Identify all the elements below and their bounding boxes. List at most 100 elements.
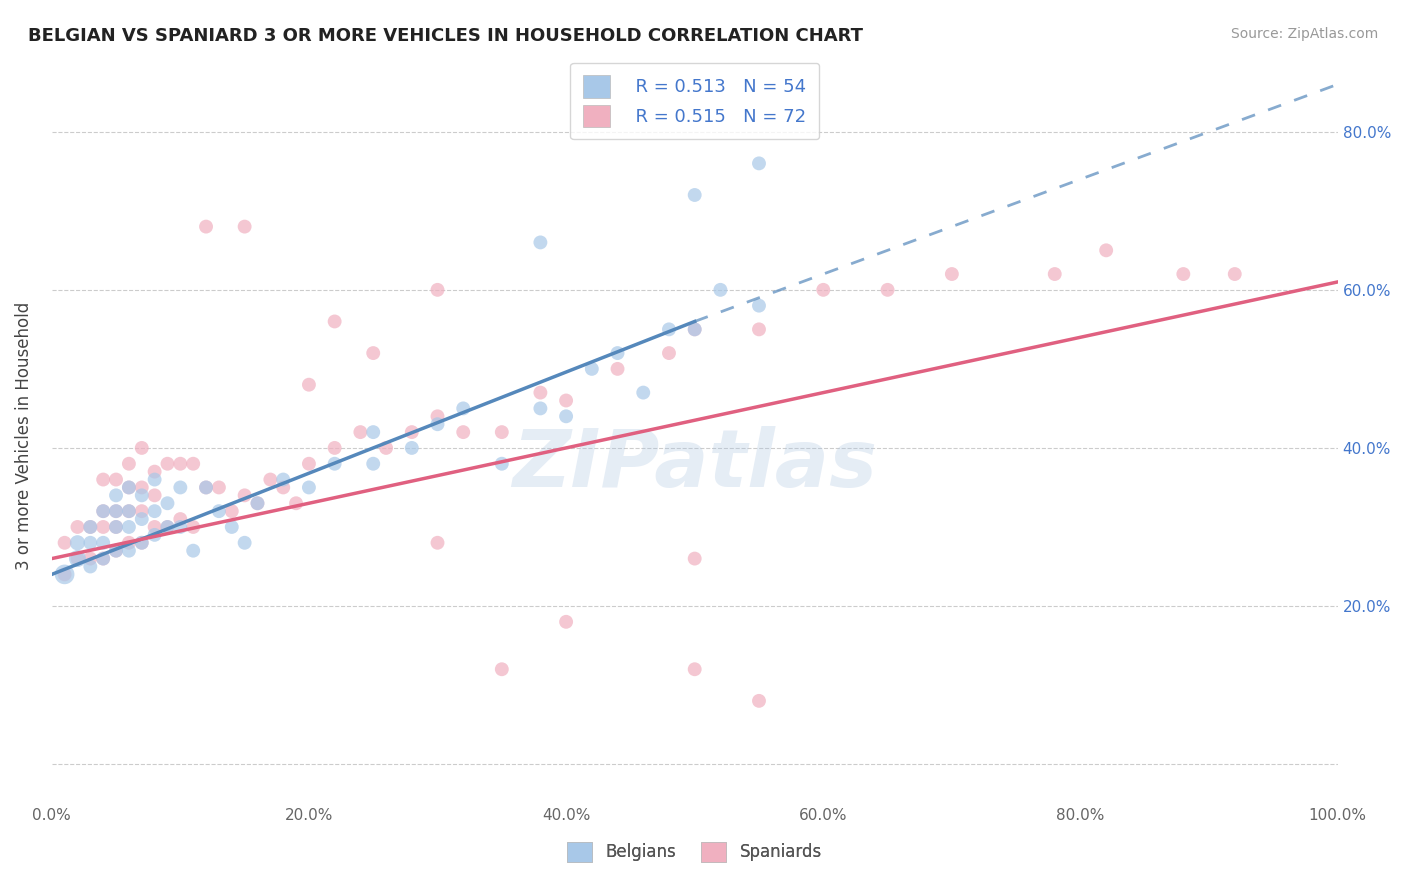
Point xyxy=(683,322,706,336)
Point xyxy=(169,520,191,534)
Point xyxy=(748,299,770,313)
Point xyxy=(181,457,204,471)
Point xyxy=(748,322,770,336)
Point xyxy=(156,496,179,510)
Point xyxy=(156,520,179,534)
Point xyxy=(105,520,128,534)
Point xyxy=(118,535,141,549)
Point xyxy=(105,543,128,558)
Point xyxy=(298,377,321,392)
Point xyxy=(79,520,101,534)
Point xyxy=(233,219,256,234)
Point xyxy=(426,283,449,297)
Point xyxy=(361,457,384,471)
Point xyxy=(748,156,770,170)
Point xyxy=(491,425,513,439)
Point xyxy=(79,535,101,549)
Point xyxy=(105,504,128,518)
Point xyxy=(131,504,153,518)
Point xyxy=(581,362,603,376)
Point xyxy=(876,283,898,297)
Point xyxy=(748,694,770,708)
Point xyxy=(53,535,76,549)
Point xyxy=(118,480,141,494)
Point xyxy=(323,457,346,471)
Point xyxy=(349,425,371,439)
Point xyxy=(53,567,76,582)
Point xyxy=(1173,267,1195,281)
Point xyxy=(143,465,166,479)
Point xyxy=(118,543,141,558)
Point xyxy=(491,662,513,676)
Point xyxy=(169,480,191,494)
Y-axis label: 3 or more Vehicles in Household: 3 or more Vehicles in Household xyxy=(15,302,32,570)
Point xyxy=(118,504,141,518)
Legend: Belgians, Spaniards: Belgians, Spaniards xyxy=(561,835,828,869)
Point xyxy=(91,504,114,518)
Point xyxy=(79,520,101,534)
Point xyxy=(91,473,114,487)
Point xyxy=(91,551,114,566)
Point xyxy=(91,504,114,518)
Point xyxy=(91,520,114,534)
Point xyxy=(156,457,179,471)
Point xyxy=(143,528,166,542)
Point xyxy=(401,425,423,439)
Point xyxy=(91,535,114,549)
Point xyxy=(195,219,218,234)
Point xyxy=(271,480,294,494)
Point xyxy=(208,504,231,518)
Point xyxy=(233,535,256,549)
Point xyxy=(1223,267,1246,281)
Point xyxy=(181,543,204,558)
Point xyxy=(451,401,474,416)
Point xyxy=(451,425,474,439)
Point xyxy=(233,488,256,502)
Point xyxy=(633,385,655,400)
Point xyxy=(105,520,128,534)
Point xyxy=(271,473,294,487)
Point xyxy=(426,409,449,424)
Point xyxy=(529,401,551,416)
Point xyxy=(813,283,835,297)
Point xyxy=(118,504,141,518)
Point xyxy=(221,520,243,534)
Point xyxy=(683,551,706,566)
Point xyxy=(221,504,243,518)
Point xyxy=(285,496,308,510)
Point xyxy=(66,520,89,534)
Point xyxy=(208,480,231,494)
Point xyxy=(683,188,706,202)
Point xyxy=(491,457,513,471)
Point xyxy=(143,473,166,487)
Point xyxy=(118,520,141,534)
Point xyxy=(606,346,628,360)
Point xyxy=(131,488,153,502)
Point xyxy=(1043,267,1066,281)
Point xyxy=(105,543,128,558)
Point xyxy=(181,520,204,534)
Point xyxy=(555,409,578,424)
Point xyxy=(118,457,141,471)
Point xyxy=(105,488,128,502)
Point xyxy=(131,441,153,455)
Point xyxy=(131,480,153,494)
Point xyxy=(79,551,101,566)
Point xyxy=(246,496,269,510)
Point xyxy=(555,615,578,629)
Point xyxy=(169,512,191,526)
Point xyxy=(401,441,423,455)
Point xyxy=(118,480,141,494)
Point xyxy=(683,662,706,676)
Point xyxy=(323,314,346,328)
Point xyxy=(143,488,166,502)
Point xyxy=(658,322,681,336)
Text: ZIPatlas: ZIPatlas xyxy=(512,426,877,505)
Point xyxy=(66,535,89,549)
Point xyxy=(53,567,76,582)
Point xyxy=(91,551,114,566)
Point xyxy=(66,551,89,566)
Point xyxy=(426,417,449,432)
Point xyxy=(361,425,384,439)
Point xyxy=(683,322,706,336)
